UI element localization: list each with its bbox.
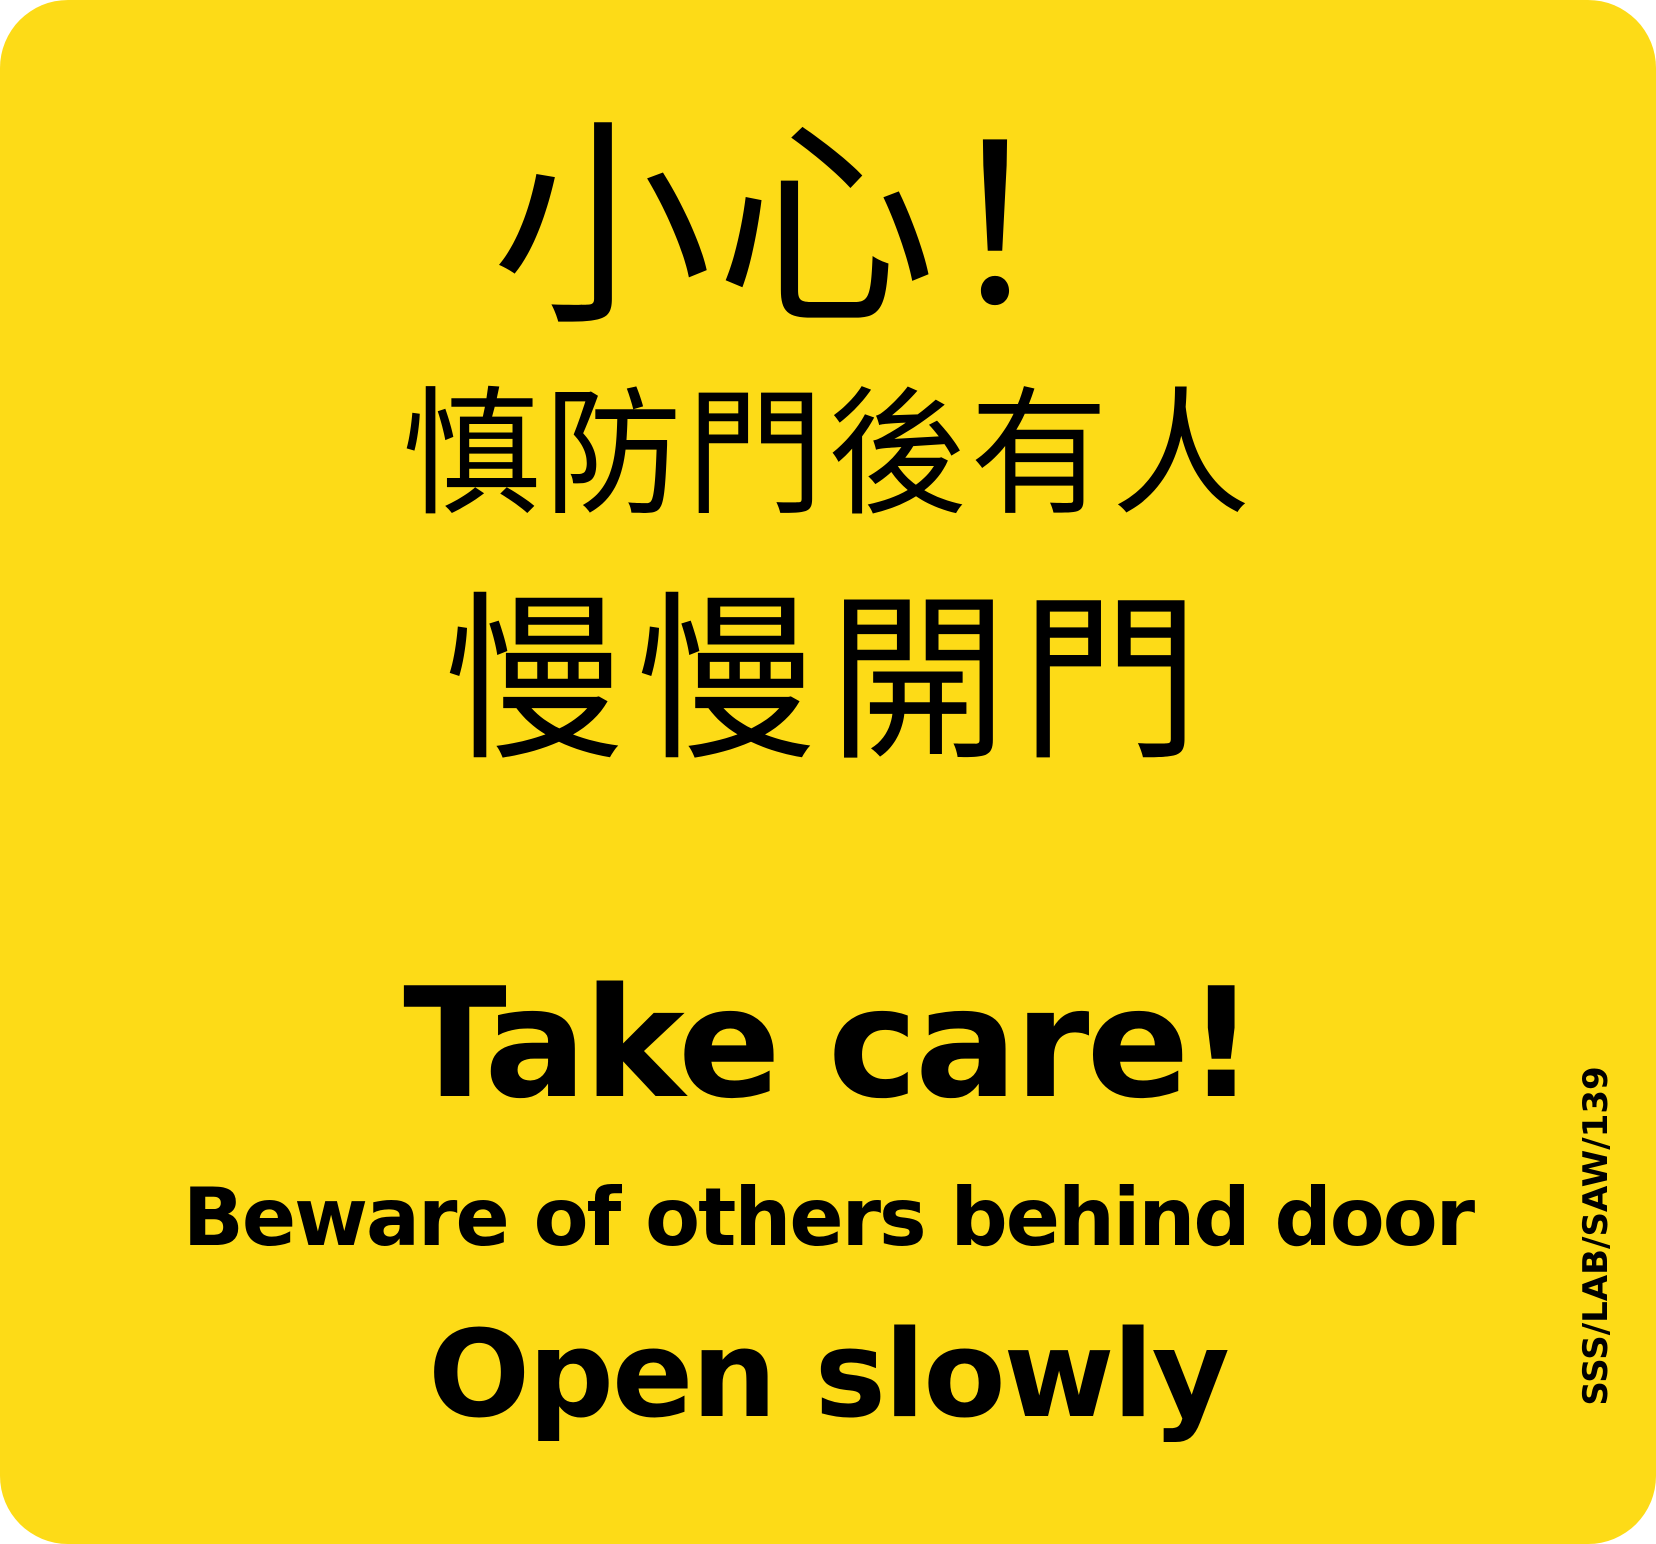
chinese-instruction: 慢慢開門 <box>443 577 1212 786</box>
english-warning: Beware of others behind door <box>182 1171 1475 1264</box>
chinese-warning: 慎防門後有人 <box>401 374 1254 535</box>
english-instruction-text: Open slowly <box>428 1306 1230 1445</box>
chinese-title: 小心！ <box>491 100 1164 356</box>
english-instruction: Open slowly <box>0 1316 1656 1436</box>
english-title: Take care! <box>403 955 1256 1132</box>
reference-code: SSS/LAB/SAW/139 <box>1576 1066 1616 1406</box>
